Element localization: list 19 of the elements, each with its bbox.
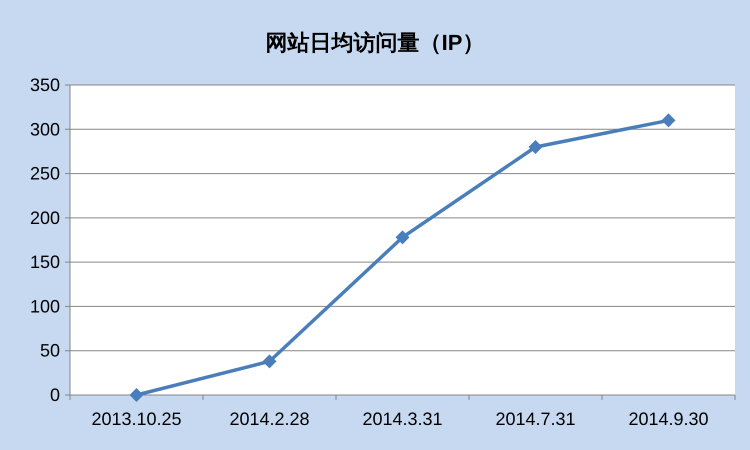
point [528, 140, 542, 154]
point [130, 388, 144, 402]
chart-title: 网站日均访问量（IP） [266, 30, 484, 55]
x-tick-label: 2013.10.25 [91, 409, 182, 429]
point [662, 113, 676, 128]
x-tick-label: 2014.3.31 [362, 409, 443, 429]
y-tick-label: 300 [30, 119, 60, 140]
x-tick-label: 2014.9.30 [628, 409, 709, 429]
y-tick-label: 350 [30, 75, 60, 95]
y-tick-label: 250 [30, 164, 60, 184]
x-tick-label: 2014.2.28 [229, 409, 310, 429]
point [396, 230, 410, 244]
y-tick-label: 200 [30, 208, 60, 228]
y-tick-label: 50 [40, 340, 60, 361]
y-tick-label: 0 [50, 385, 60, 405]
x-tick-label: 2014.7.31 [495, 409, 576, 429]
y-tick-label: 100 [30, 296, 60, 316]
y-tick-label: 150 [30, 252, 60, 272]
point [262, 354, 276, 368]
